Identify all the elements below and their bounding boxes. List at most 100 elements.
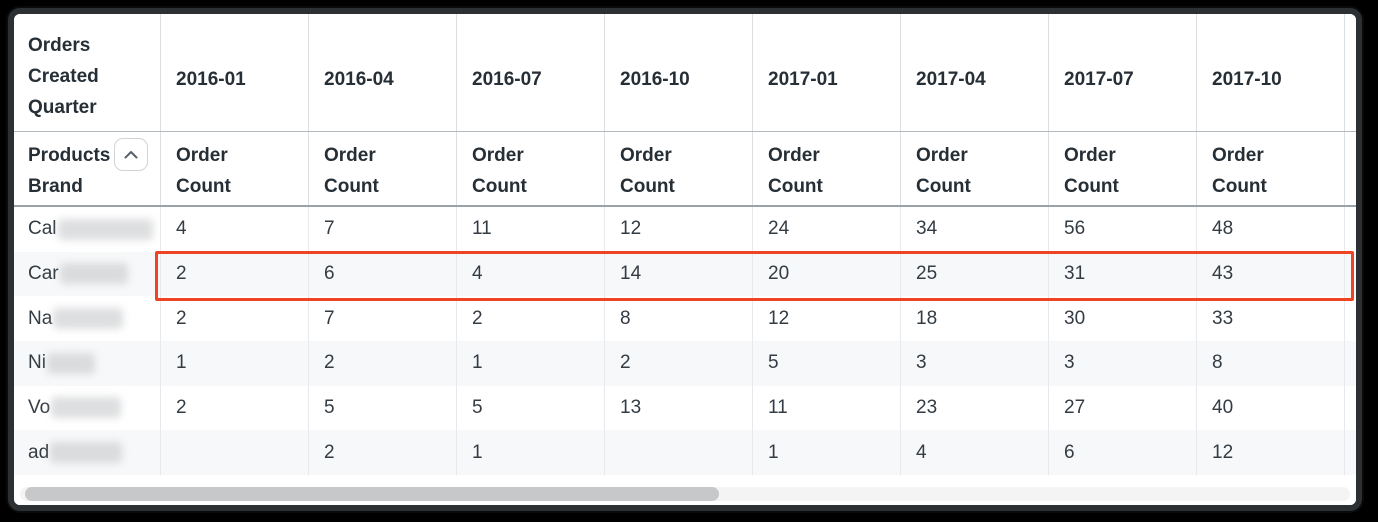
order-count-cell[interactable]: 13 bbox=[604, 385, 752, 431]
horizontal-scrollbar[interactable] bbox=[20, 487, 1350, 501]
order-count-cell[interactable]: 11 bbox=[752, 385, 900, 431]
column-header[interactable]: 2016-04 bbox=[308, 14, 456, 131]
order-count-cell[interactable]: 8 bbox=[604, 296, 752, 341]
scrollbar-thumb[interactable] bbox=[25, 487, 719, 501]
order-count-cell[interactable]: 5 bbox=[308, 385, 456, 431]
brand-label: Vo bbox=[28, 396, 51, 418]
brand-label: Na bbox=[28, 307, 53, 329]
brand-cell[interactable]: ad bbox=[14, 430, 160, 475]
row-dimension-label: Products Brand bbox=[28, 145, 111, 197]
order-count-cell[interactable]: 3 bbox=[1048, 340, 1196, 386]
pivot-table: Orders Created Quarter 2016-01 2016-04 2… bbox=[14, 14, 1356, 505]
order-count-cell[interactable]: 7 bbox=[308, 296, 456, 341]
redacted-brand-blur bbox=[51, 397, 122, 419]
quarter-header-row: Orders Created Quarter 2016-01 2016-04 2… bbox=[14, 14, 1356, 132]
order-count-cell[interactable]: 31 bbox=[1048, 251, 1196, 297]
table-body: Cal 4 7 11 12 24 34 56 48 Car 2 6 4 14 20 25 31 43 Na 2 7 2 8 1… bbox=[14, 207, 1356, 475]
order-count-cell[interactable]: 4 bbox=[160, 207, 308, 252]
clipped-next-column-cell bbox=[1344, 385, 1356, 431]
order-count-cell[interactable]: 56 bbox=[1048, 207, 1196, 252]
column-header[interactable]: 2017-07 bbox=[1048, 14, 1196, 131]
order-count-cell[interactable]: 30 bbox=[1048, 296, 1196, 341]
clipped-next-column bbox=[1344, 132, 1356, 205]
brand-cell[interactable]: Car bbox=[14, 252, 160, 297]
table-row: Vo 2 5 5 13 11 23 27 40 bbox=[14, 385, 1356, 431]
order-count-cell[interactable]: 27 bbox=[1048, 385, 1196, 431]
order-count-cell[interactable]: 7 bbox=[308, 207, 456, 252]
order-count-cell[interactable]: 4 bbox=[456, 251, 604, 297]
measure-header-row: Products Brand Order Count Order Count O… bbox=[14, 132, 1356, 207]
brand-label: ad bbox=[28, 441, 50, 463]
order-count-cell[interactable]: 48 bbox=[1196, 207, 1344, 252]
clipped-next-column-cell bbox=[1344, 340, 1356, 386]
measure-header[interactable]: Order Count bbox=[1196, 132, 1344, 205]
order-count-cell[interactable] bbox=[604, 430, 752, 475]
column-header[interactable]: 2017-01 bbox=[752, 14, 900, 131]
order-count-cell[interactable]: 25 bbox=[900, 251, 1048, 297]
order-count-cell[interactable]: 1 bbox=[456, 340, 604, 386]
value-cells: 2 5 5 13 11 23 27 40 bbox=[160, 385, 1356, 431]
sort-button[interactable] bbox=[114, 138, 148, 171]
order-count-cell[interactable]: 2 bbox=[160, 385, 308, 431]
order-count-cell[interactable]: 3 bbox=[900, 340, 1048, 386]
order-count-cell[interactable]: 18 bbox=[900, 296, 1048, 341]
table-row: Car 2 6 4 14 20 25 31 43 bbox=[14, 251, 1356, 297]
order-count-cell[interactable]: 8 bbox=[1196, 340, 1344, 386]
order-count-cell[interactable]: 2 bbox=[160, 296, 308, 341]
order-count-cell[interactable]: 2 bbox=[160, 251, 308, 297]
column-header[interactable]: 2016-10 bbox=[604, 14, 752, 131]
table-row: Cal 4 7 11 12 24 34 56 48 bbox=[14, 207, 1356, 252]
table-row: ad 2 1 1 4 6 12 bbox=[14, 430, 1356, 475]
measure-header[interactable]: Order Count bbox=[160, 132, 308, 205]
column-header[interactable]: 2016-07 bbox=[456, 14, 604, 131]
order-count-cell[interactable]: 12 bbox=[752, 296, 900, 341]
redacted-brand-blur bbox=[53, 308, 124, 330]
brand-cell[interactable]: Vo bbox=[14, 386, 160, 431]
order-count-cell[interactable]: 12 bbox=[604, 207, 752, 252]
order-count-cell[interactable]: 24 bbox=[752, 207, 900, 252]
measure-header[interactable]: Order Count bbox=[752, 132, 900, 205]
order-count-cell[interactable]: 14 bbox=[604, 251, 752, 297]
column-header[interactable]: 2017-10 bbox=[1196, 14, 1344, 131]
brand-cell[interactable]: Ni bbox=[14, 341, 160, 386]
order-count-cell[interactable]: 34 bbox=[900, 207, 1048, 252]
order-count-cell[interactable]: 43 bbox=[1196, 251, 1344, 297]
order-count-cell[interactable]: 40 bbox=[1196, 385, 1344, 431]
order-count-cell[interactable]: 4 bbox=[900, 430, 1048, 475]
table-row: Na 2 7 2 8 12 18 30 33 bbox=[14, 296, 1356, 341]
measure-header[interactable]: Order Count bbox=[1048, 132, 1196, 205]
order-count-cell[interactable]: 2 bbox=[604, 340, 752, 386]
measure-header[interactable]: Order Count bbox=[456, 132, 604, 205]
order-count-cell[interactable]: 12 bbox=[1196, 430, 1344, 475]
measure-header[interactable]: Order Count bbox=[604, 132, 752, 205]
order-count-cell[interactable] bbox=[160, 430, 308, 475]
order-count-cell[interactable]: 5 bbox=[456, 385, 604, 431]
redacted-brand-blur bbox=[50, 442, 123, 464]
order-count-cell[interactable]: 20 bbox=[752, 251, 900, 297]
order-count-cell[interactable]: 2 bbox=[308, 340, 456, 386]
order-count-cell[interactable]: 5 bbox=[752, 340, 900, 386]
measure-header[interactable]: Order Count bbox=[900, 132, 1048, 205]
order-count-cell[interactable]: 33 bbox=[1196, 296, 1344, 341]
order-count-cell[interactable]: 1 bbox=[456, 430, 604, 475]
table-card: Orders Created Quarter 2016-01 2016-04 2… bbox=[8, 8, 1362, 511]
measure-header[interactable]: Order Count bbox=[308, 132, 456, 205]
order-count-cell[interactable]: 2 bbox=[456, 296, 604, 341]
order-count-cell[interactable]: 1 bbox=[160, 340, 308, 386]
value-cells: 2 7 2 8 12 18 30 33 bbox=[160, 296, 1356, 341]
column-header[interactable]: 2016-01 bbox=[160, 14, 308, 131]
value-cells: 4 7 11 12 24 34 56 48 bbox=[160, 207, 1356, 252]
row-dimension-header[interactable]: Products Brand bbox=[14, 132, 160, 205]
order-count-cell[interactable]: 1 bbox=[752, 430, 900, 475]
redacted-brand-blur bbox=[46, 352, 95, 374]
order-count-cell[interactable]: 11 bbox=[456, 207, 604, 252]
brand-cell[interactable]: Na bbox=[14, 296, 160, 341]
order-count-cell[interactable]: 6 bbox=[308, 251, 456, 297]
brand-cell[interactable]: Cal bbox=[14, 207, 160, 252]
order-count-cell[interactable]: 2 bbox=[308, 430, 456, 475]
value-cells: 2 6 4 14 20 25 31 43 bbox=[160, 251, 1356, 297]
clipped-next-column-cell bbox=[1344, 430, 1356, 475]
column-header[interactable]: 2017-04 bbox=[900, 14, 1048, 131]
order-count-cell[interactable]: 6 bbox=[1048, 430, 1196, 475]
order-count-cell[interactable]: 23 bbox=[900, 385, 1048, 431]
